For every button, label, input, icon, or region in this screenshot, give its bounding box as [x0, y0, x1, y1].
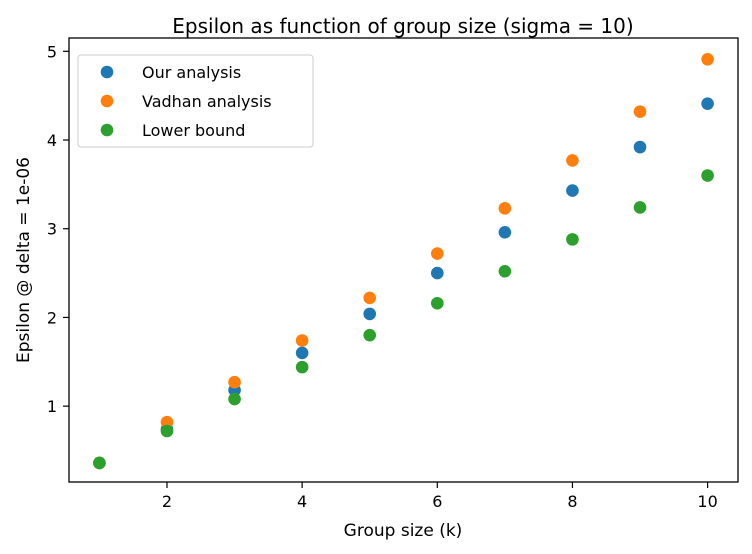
y-axis-label: Epsilon @ delta = 1e-06	[14, 157, 34, 363]
point-series-1-k4	[295, 346, 309, 360]
point-series-2-k4	[295, 334, 309, 347]
plot-area	[93, 52, 714, 470]
point-series-3-k6	[430, 296, 444, 310]
x-tick-label-2: 2	[162, 492, 172, 511]
point-series-3-k1	[93, 456, 106, 470]
legend: Our analysis Vadhan analysis Lower bound	[77, 54, 314, 148]
point-series-3-k3	[228, 392, 241, 406]
legend-box	[77, 54, 314, 148]
legend-label-3: Lower bound	[142, 121, 245, 140]
point-series-2-k6	[430, 247, 444, 260]
point-series-1-k7	[498, 225, 512, 239]
point-series-1-k6	[430, 266, 444, 280]
y-tick-label-4: 4	[47, 131, 57, 150]
point-series-1-k8	[566, 184, 579, 197]
point-series-2-k8	[566, 154, 579, 167]
point-series-3-k2	[160, 424, 174, 438]
point-series-1-k10	[701, 97, 714, 110]
point-series-2-k10	[701, 52, 714, 66]
x-tick-label-6: 6	[432, 492, 442, 511]
point-series-3-k9	[633, 201, 647, 214]
point-series-2-k5	[363, 291, 377, 305]
x-axis-label: Group size (k)	[344, 521, 463, 541]
legend-label-1: Our analysis	[142, 63, 241, 82]
legend-marker-1	[100, 65, 114, 79]
y-tick-label-5: 5	[47, 42, 57, 61]
axes	[68, 37, 739, 483]
legend-marker-3	[100, 123, 114, 137]
y-tick-label-1: 1	[47, 397, 57, 416]
point-series-3-k8	[566, 233, 579, 246]
y-tick-label-2: 2	[47, 308, 57, 327]
plot-frame	[68, 37, 739, 483]
point-series-3-k4	[295, 360, 309, 374]
point-series-3-k10	[701, 169, 714, 182]
point-series-3-k7	[498, 265, 512, 278]
point-series-2-k3	[228, 375, 241, 389]
x-tick-label-8: 8	[567, 492, 577, 511]
legend-marker-2	[100, 94, 114, 108]
point-series-1-k5	[363, 307, 377, 321]
legend-label-2: Vadhan analysis	[142, 92, 272, 111]
point-series-3-k5	[363, 328, 377, 342]
point-series-2-k7	[498, 202, 512, 215]
y-tick-label-3: 3	[47, 220, 57, 239]
chart-title: Epsilon as function of group size (sigma…	[172, 14, 633, 38]
point-series-1-k9	[633, 140, 647, 154]
point-series-2-k9	[633, 105, 647, 118]
x-tick-label-10: 10	[697, 492, 717, 511]
x-tick-label-4: 4	[297, 492, 307, 511]
point-series-2-k2	[160, 415, 174, 429]
